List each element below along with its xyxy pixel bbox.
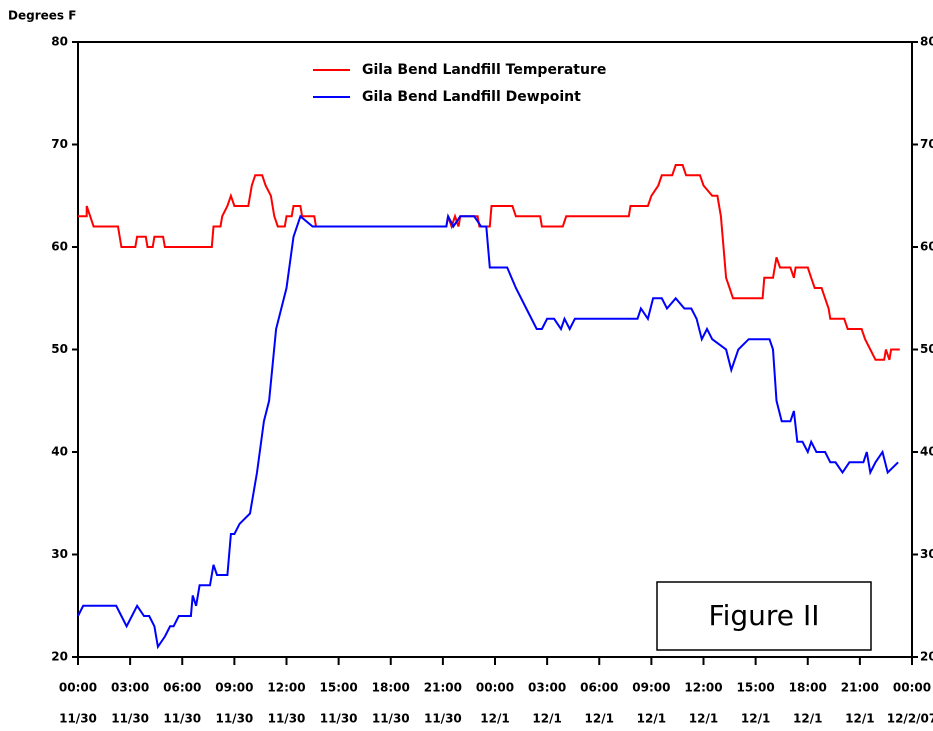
x-tick-date: 12/1 bbox=[480, 712, 509, 726]
x-tick-label: 21:00 bbox=[424, 681, 462, 695]
y2-tick-label: 70 bbox=[920, 137, 933, 151]
x-tick-label: 09:00 bbox=[215, 681, 253, 695]
y2-tick-label: 30 bbox=[920, 547, 933, 561]
y2-tick-label: 80 bbox=[920, 35, 933, 49]
y-tick-label: 30 bbox=[51, 547, 68, 561]
y2-tick-label: 20 bbox=[920, 650, 933, 664]
x-tick-label: 15:00 bbox=[320, 681, 358, 695]
y-tick-label: 20 bbox=[51, 650, 68, 664]
x-tick-label: 18:00 bbox=[372, 681, 410, 695]
x-tick-label: 06:00 bbox=[580, 681, 618, 695]
x-tick-label: 06:00 bbox=[163, 681, 201, 695]
y-tick-label: 40 bbox=[51, 445, 68, 459]
x-tick-label: 18:00 bbox=[789, 681, 827, 695]
y-axis-label: Degrees F bbox=[8, 9, 76, 23]
x-tick-label: 03:00 bbox=[111, 681, 149, 695]
y2-tick-label: 50 bbox=[920, 342, 933, 356]
x-tick-date: 12/1 bbox=[845, 712, 874, 726]
x-tick-label: 21:00 bbox=[841, 681, 879, 695]
y2-tick-label: 60 bbox=[920, 240, 933, 254]
x-tick-date: 11/30 bbox=[372, 712, 410, 726]
x-tick-date: 12/1 bbox=[741, 712, 770, 726]
legend-label: Gila Bend Landfill Temperature bbox=[362, 62, 606, 78]
y2-tick-label: 40 bbox=[920, 445, 933, 459]
x-tick-date: 11/30 bbox=[320, 712, 358, 726]
y-tick-label: 80 bbox=[51, 35, 68, 49]
x-tick-date: 12/1 bbox=[793, 712, 822, 726]
y-tick-label: 70 bbox=[51, 137, 68, 151]
x-tick-date: 12/1 bbox=[532, 712, 561, 726]
x-tick-label: 15:00 bbox=[737, 681, 775, 695]
x-tick-label: 00:00 bbox=[893, 681, 931, 695]
x-tick-date: 12/2/07 bbox=[887, 712, 933, 726]
x-tick-label: 12:00 bbox=[267, 681, 305, 695]
plot-frame bbox=[77, 41, 913, 658]
x-tick-label: 12:00 bbox=[684, 681, 722, 695]
legend-label: Gila Bend Landfill Dewpoint bbox=[362, 89, 581, 105]
x-tick-label: 03:00 bbox=[528, 681, 566, 695]
x-tick-date: 11/30 bbox=[163, 712, 201, 726]
series-line bbox=[77, 213, 899, 650]
x-tick-date: 12/1 bbox=[689, 712, 718, 726]
x-tick-date: 11/30 bbox=[268, 712, 306, 726]
x-tick-date: 11/30 bbox=[424, 712, 462, 726]
y-tick-label: 60 bbox=[51, 240, 68, 254]
x-tick-label: 00:00 bbox=[476, 681, 514, 695]
x-tick-date: 11/30 bbox=[59, 712, 97, 726]
x-tick-label: 09:00 bbox=[632, 681, 670, 695]
annotation: Figure II bbox=[709, 599, 820, 632]
x-tick-date: 11/30 bbox=[215, 712, 253, 726]
annotation-box bbox=[656, 581, 872, 651]
x-tick-label: 00:00 bbox=[59, 681, 97, 695]
y-tick-label: 50 bbox=[51, 342, 68, 356]
series-line bbox=[78, 164, 900, 361]
x-tick-date: 12/1 bbox=[585, 712, 614, 726]
x-tick-date: 11/30 bbox=[111, 712, 149, 726]
x-tick-date: 12/1 bbox=[637, 712, 666, 726]
